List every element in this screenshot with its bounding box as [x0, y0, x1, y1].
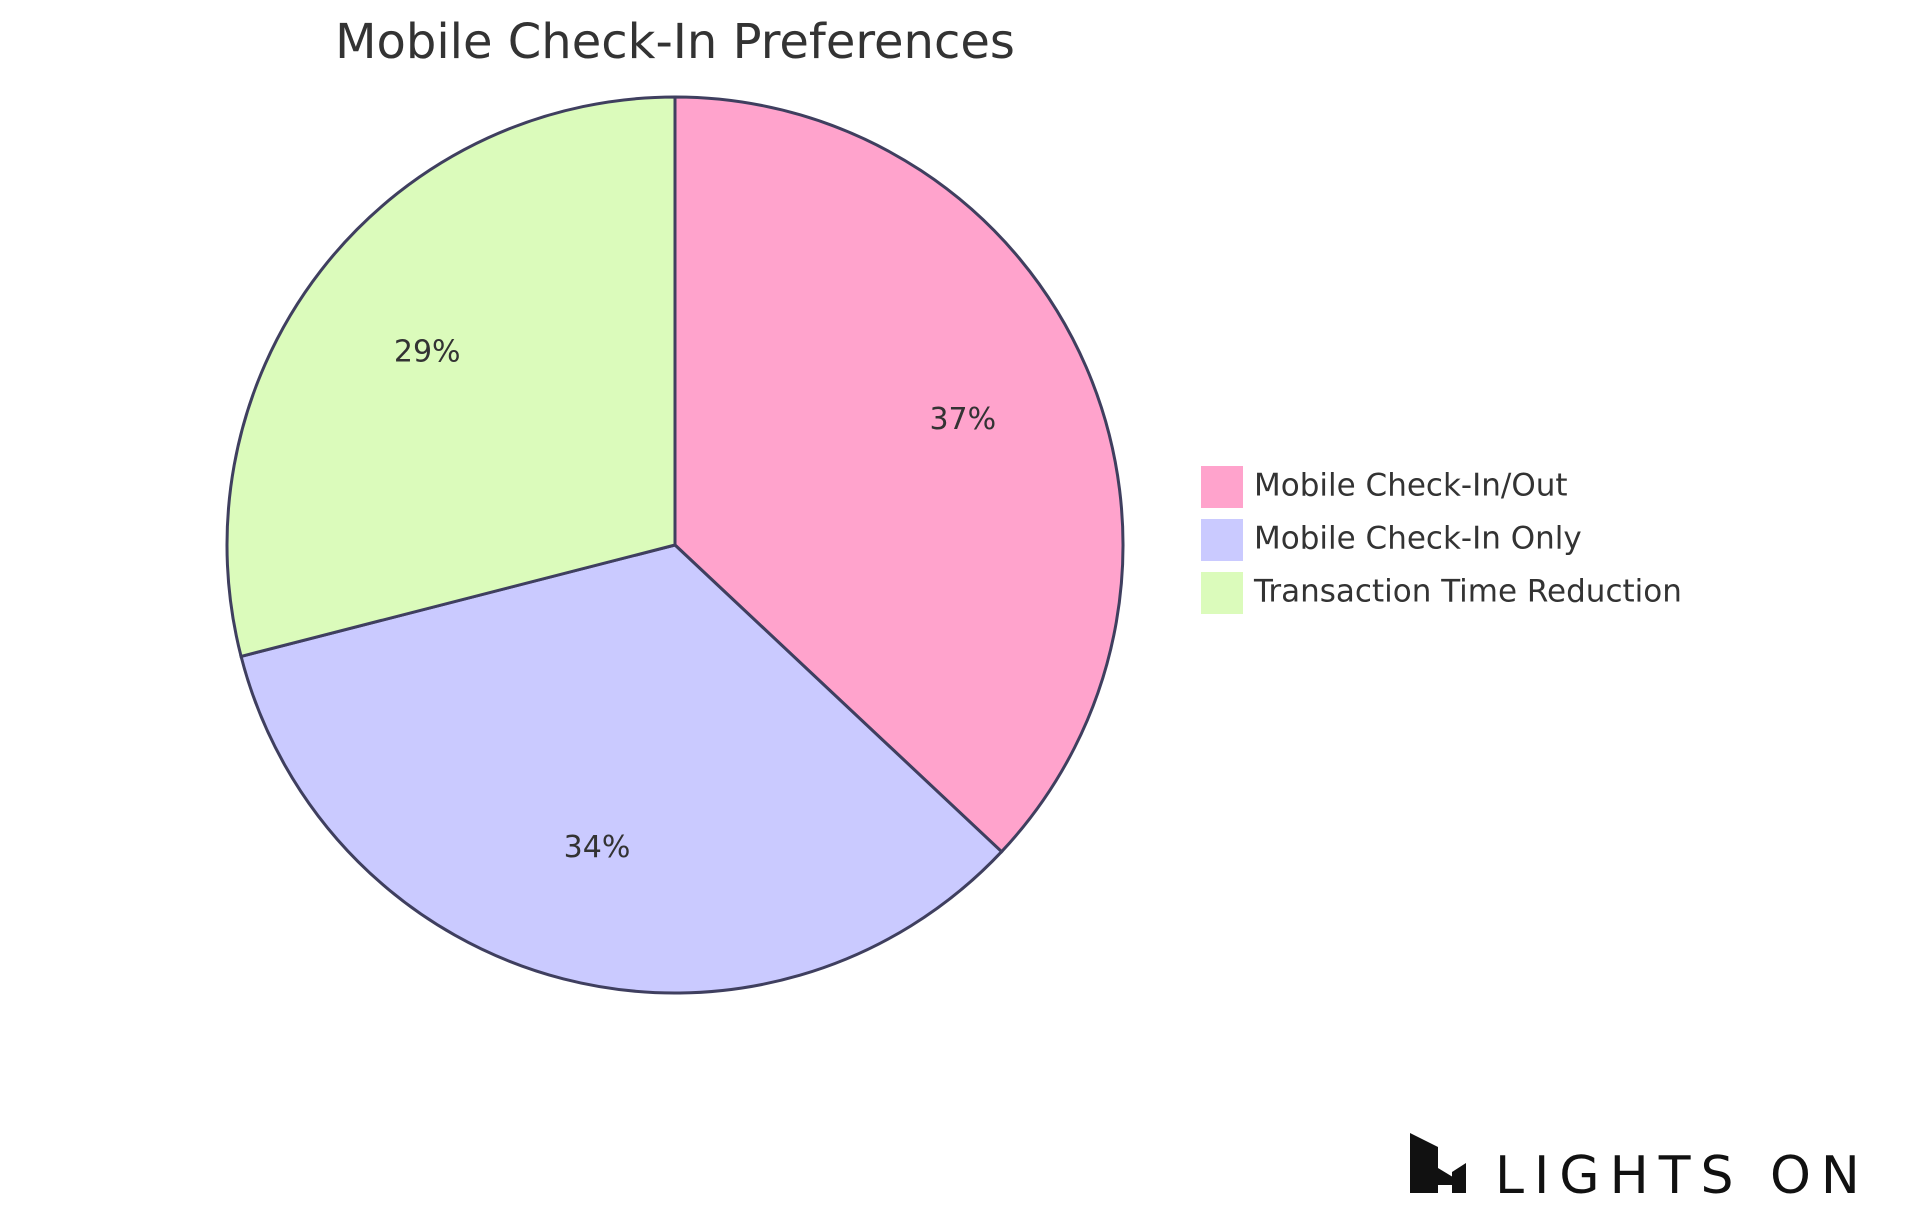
pie-slice-mobile-check-in-only: [239, 543, 1004, 995]
pie-slice-transaction-time-reduction: [225, 95, 677, 659]
legend-label-mobile-check-in-only: Mobile Check-In Only: [1254, 521, 1582, 557]
slice-label-mobile-check-in-only: 34%: [564, 830, 631, 865]
legend-swatch-mobile-check-in-only: [1199, 517, 1245, 563]
pie-slices: [225, 95, 1125, 995]
slice-label-mobile-check-in-out: 37%: [929, 402, 996, 437]
pie-slice-mobile-check-in-out: [673, 95, 1125, 854]
brand-logo: LIGHTS ON: [1410, 1133, 1870, 1206]
legend-swatch-transaction-time-reduction: [1199, 570, 1245, 616]
chart-title: Mobile Check-In Preferences: [335, 14, 1015, 70]
legend: Mobile Check-In/Out Mobile Check-In Only T…: [1199, 464, 1682, 616]
pie-slice-labels: 37% 34% 29%: [394, 334, 996, 865]
legend-label-transaction-time-reduction: Transaction Time Reduction: [1253, 574, 1682, 610]
legend-label-mobile-check-in-out: Mobile Check-In/Out: [1254, 468, 1568, 504]
slice-label-transaction-time-reduction: 29%: [394, 334, 461, 369]
lights-on-logo-icon: [1410, 1133, 1466, 1193]
legend-swatch-mobile-check-in-out: [1199, 464, 1245, 510]
brand-name: LIGHTS ON: [1495, 1146, 1870, 1206]
